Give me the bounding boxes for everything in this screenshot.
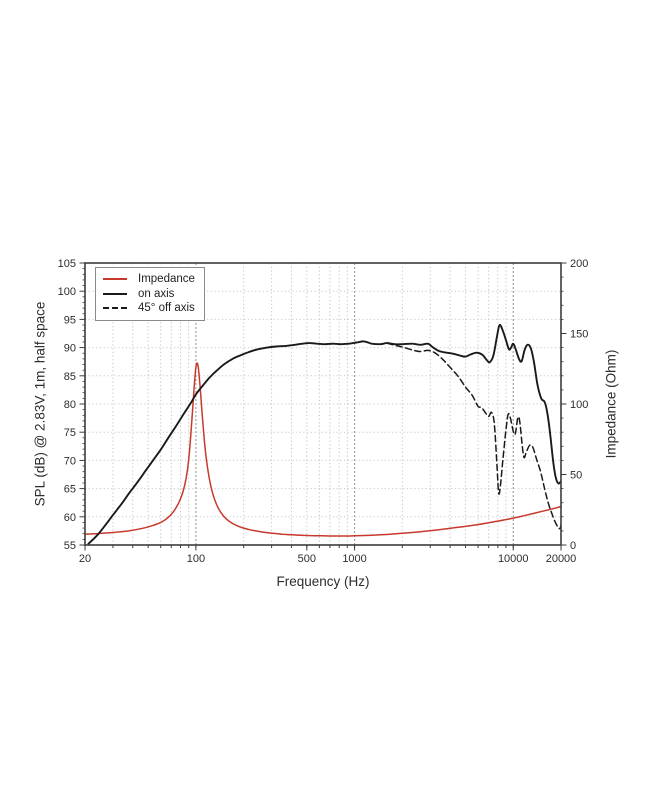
svg-text:55: 55 <box>64 540 76 552</box>
svg-text:500: 500 <box>298 553 316 565</box>
svg-text:60: 60 <box>64 512 76 524</box>
left-y-axis-title: SPL (dB) @ 2.83V, 1m, half space <box>32 301 48 507</box>
curve-45-off-axis <box>386 342 561 530</box>
svg-text:50: 50 <box>570 470 582 482</box>
right-y-axis-title: Impedance (Ohm) <box>603 349 619 459</box>
legend-label-45-off-axis: 45° off axis <box>138 302 195 315</box>
legend-label-impedance: Impedance <box>138 273 195 286</box>
svg-text:0: 0 <box>570 540 576 552</box>
curves <box>85 323 561 545</box>
svg-text:100: 100 <box>570 399 588 411</box>
svg-text:100: 100 <box>58 286 76 298</box>
off-axis-line-icon <box>103 307 127 310</box>
grid <box>85 263 561 545</box>
svg-text:10000: 10000 <box>498 553 529 565</box>
svg-text:90: 90 <box>64 343 76 355</box>
svg-text:20000: 20000 <box>546 553 577 565</box>
svg-text:200: 200 <box>570 258 588 270</box>
curve-impedance <box>85 362 561 537</box>
legend-label-on-axis: on axis <box>138 287 175 300</box>
svg-text:85: 85 <box>64 371 76 383</box>
legend-item-impedance: Impedance <box>103 272 195 287</box>
on-axis-line-icon <box>103 292 127 295</box>
x-axis-title: Frequency (Hz) <box>276 574 370 589</box>
ticks-and-labels: 20 100 500 1000 10000 20000556065707580859095… <box>58 258 589 565</box>
svg-text:20: 20 <box>79 553 91 565</box>
impedance-line-icon <box>103 278 127 281</box>
svg-text:1000: 1000 <box>342 553 366 565</box>
legend-item-45-off-axis: 45° off axis <box>103 301 195 316</box>
svg-text:70: 70 <box>64 455 76 467</box>
legend: Impedance on axis 45° off axis <box>95 267 205 321</box>
svg-text:95: 95 <box>64 314 76 326</box>
svg-text:65: 65 <box>64 484 76 496</box>
svg-text:100: 100 <box>187 553 205 565</box>
svg-text:105: 105 <box>58 258 76 270</box>
svg-text:150: 150 <box>570 329 588 341</box>
legend-item-on-axis: on axis <box>103 287 195 302</box>
svg-text:75: 75 <box>64 427 76 439</box>
curve-on-axis <box>87 323 561 545</box>
svg-text:80: 80 <box>64 399 76 411</box>
